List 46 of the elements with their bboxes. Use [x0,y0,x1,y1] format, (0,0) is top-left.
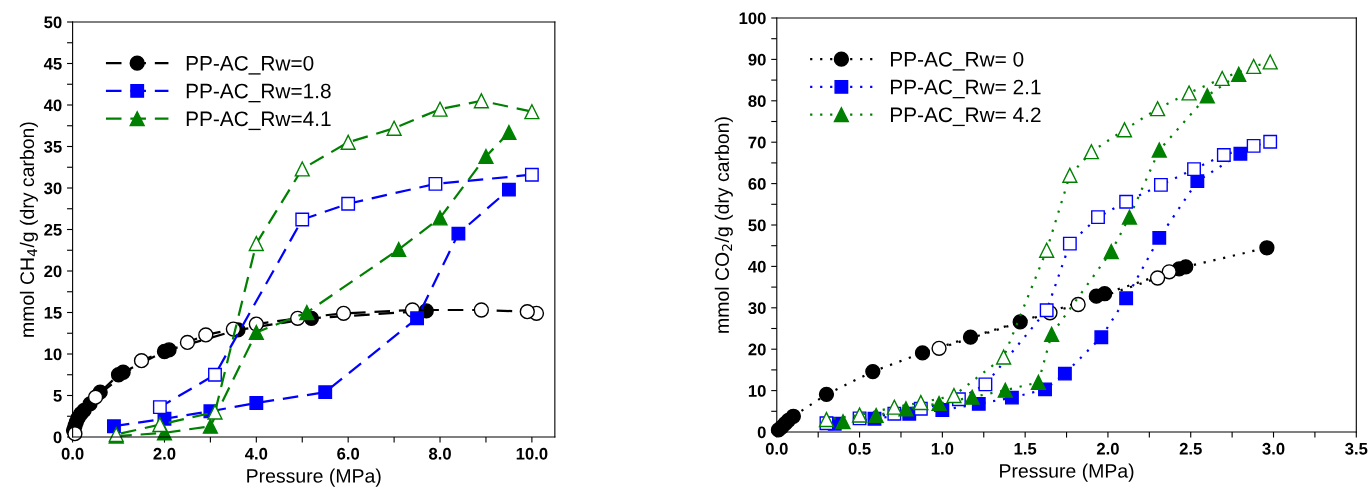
x-tick-label: 8.0 [428,447,451,460]
y-tick-label: 10 [748,385,766,397]
x-tick-label: 4.0 [244,447,268,460]
y-tick-label: 20 [748,343,766,356]
y-tick-label: 45 [43,58,62,70]
y-tick-label: 15 [44,307,62,319]
legend-label: PP-AC_Rw=0 [186,55,314,75]
x-tick-label: 0.0 [765,442,788,455]
legend-label: PP-AC_Rw= 4.2 [891,107,1041,127]
y-tick-label: 35 [44,140,62,153]
y-axis-title: mmol CO$_{2}$/g (dry carbon) [714,117,733,333]
legend-label: PP-AC_Rw=4.1 [186,111,331,131]
x-tick-label: 6.0 [337,447,360,460]
x-tick-label: 0.5 [848,442,871,455]
x-axis-title: Pressure (MPa) [247,468,381,487]
x-tick-label: 2.5 [1179,442,1202,455]
y-tick-label: 30 [748,302,766,315]
legend-label: PP-AC_Rw= 0 [891,51,1024,71]
x-axis-title: Pressure (MPa) [1000,463,1134,482]
x-tick-label: 0.0 [61,447,84,460]
x-tick-label: 3.5 [1345,442,1368,455]
y-tick-label: 50 [748,219,766,232]
x-tick-label: 3.0 [1262,442,1285,455]
y-tick-label: 40 [43,99,62,112]
x-tick-label: 2.0 [153,447,176,460]
y-tick-label: 10 [44,348,62,361]
x-tick-label: 1.5 [1014,443,1037,455]
legend-label: PP-AC_Rw= 2.1 [891,79,1041,99]
y-tick-label: 50 [44,16,62,29]
y-tick-label: 70 [748,136,766,149]
y-tick-label: 20 [44,265,62,278]
y-tick-label: 0 [53,431,62,444]
y-axis-title: mmol CH$_{4}$/g (dry carbon) [19,122,38,337]
y-tick-label: 100 [739,12,766,25]
y-tick-label: 0 [757,426,766,439]
x-tick-label: 2.0 [1096,442,1119,455]
x-tick-label: 10.0 [516,447,548,460]
y-tick-label: 25 [44,223,62,236]
legend-label: PP-AC_Rw=1.8 [186,83,331,103]
y-tick-label: 80 [748,95,766,107]
y-tick-label: 60 [748,178,766,190]
x-tick-label: 1.0 [931,442,954,455]
y-tick-label: 90 [748,53,766,66]
y-tick-label: 30 [44,182,62,195]
y-tick-label: 40 [748,260,766,273]
y-tick-label: 5 [53,390,62,402]
